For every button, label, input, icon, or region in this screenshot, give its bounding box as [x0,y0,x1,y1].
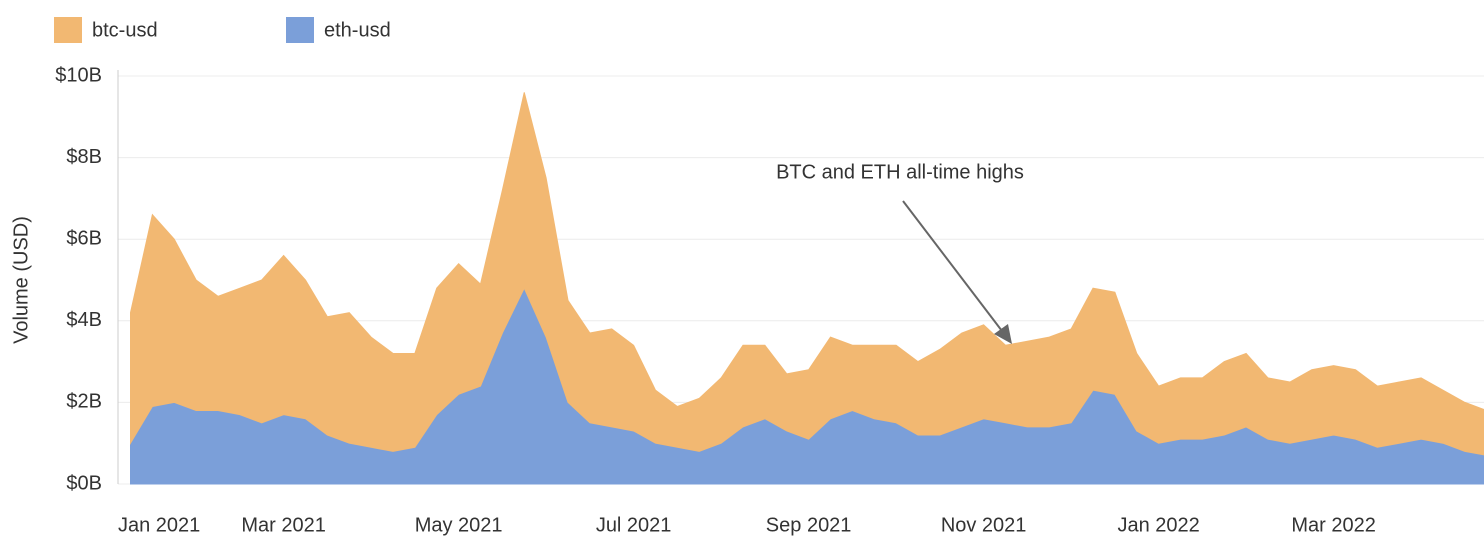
y-tick-label: $10B [55,64,102,86]
legend-label: eth-usd [324,19,391,41]
area [130,92,1484,456]
overlay: BTC and ETH all-time highs [776,161,1024,344]
y-tick-label: $4B [66,309,102,331]
plot: $0B $2B $4B $6B $8B $10B Jan 2021 Mar 2021 May 2… [55,64,1484,536]
x-tick-label: Mar 2022 [1291,514,1376,536]
y-axis-label: Volume (USD) [10,216,32,344]
annotation: BTC and ETH all-time highs [776,161,1024,183]
y-tick-label: $0B [66,472,102,494]
legend-label: btc-usd [92,19,158,41]
x-tick-label: Jul 2021 [596,514,672,536]
x-tick-label: May 2021 [415,514,503,536]
y-tick-label: $6B [66,227,102,249]
x-tick-label: Jan 2022 [1117,514,1199,536]
legend-item: btc-usd [54,17,158,43]
x-tick-label: Nov 2021 [941,514,1027,536]
x-tick-label: Jan 2021 [118,514,200,536]
x-tick-label: Sep 2021 [766,514,852,536]
annotation-arrow [902,200,1003,332]
x-tick-label: Mar 2021 [241,514,326,536]
legend-item: eth-usd [286,17,391,43]
arrow-head [994,324,1012,344]
legend-swatch [54,17,82,43]
legend-swatch [286,17,314,43]
y-tick-label: $8B [66,146,102,168]
y-tick-label: $2B [66,391,102,413]
